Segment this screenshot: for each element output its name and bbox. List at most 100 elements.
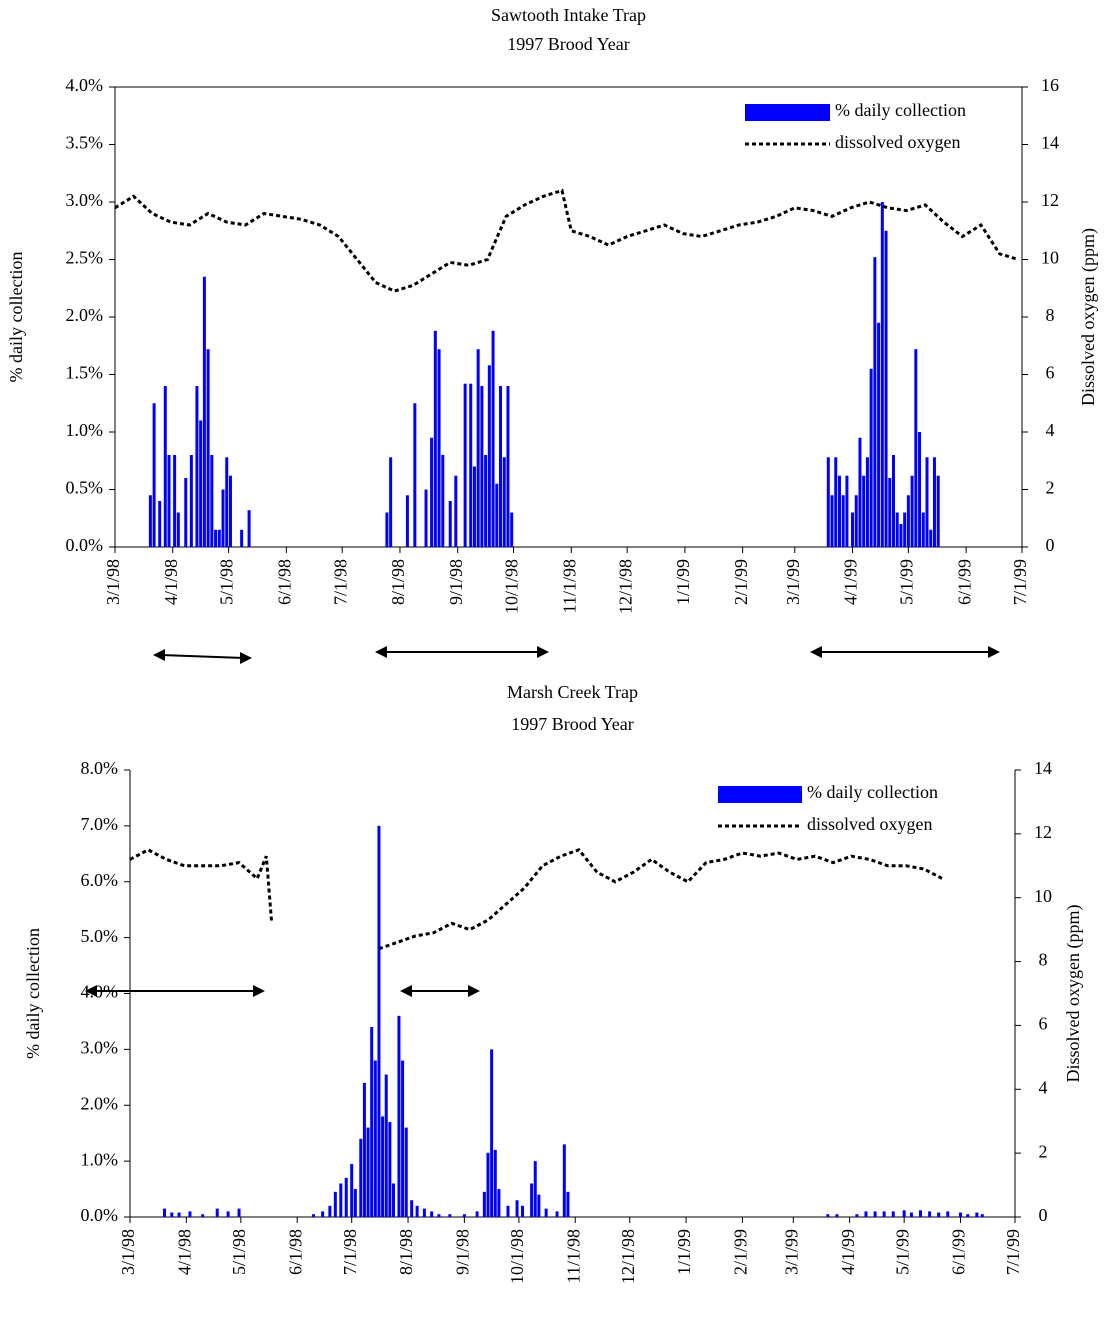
bar [482, 1191, 486, 1217]
bar [228, 475, 232, 547]
x-tick-label: 12/1/98 [615, 559, 635, 614]
bar [384, 1074, 388, 1217]
bar [184, 478, 188, 547]
x-tick-label: 3/1/99 [783, 559, 803, 605]
bar [214, 529, 218, 547]
bar [544, 1208, 548, 1217]
bar [835, 1214, 839, 1217]
x-tick-label: 8/1/98 [388, 559, 408, 605]
y-tick-label: 1.0% [66, 420, 104, 440]
bar [834, 457, 838, 547]
bar [851, 512, 855, 547]
y-tick-label: 5.0% [81, 926, 119, 946]
y2-tick-label: 10 [1041, 248, 1059, 268]
x-tick-label: 10/1/98 [507, 1229, 527, 1284]
bar [537, 1194, 541, 1217]
y-tick-label: 1.0% [81, 1149, 119, 1169]
bar [321, 1211, 325, 1217]
bar [914, 349, 918, 547]
bar [493, 1149, 497, 1217]
bar [167, 455, 171, 547]
bar [837, 475, 841, 547]
y-tick-label: 3.5% [66, 133, 104, 153]
bar [869, 368, 873, 547]
bar [385, 512, 389, 547]
bar [158, 501, 162, 547]
bar [225, 457, 229, 547]
x-tick-label: 5/1/99 [897, 559, 917, 605]
bar [189, 455, 193, 547]
bar [910, 475, 914, 547]
bar [906, 495, 910, 547]
bar [415, 1205, 419, 1217]
bar [909, 1212, 913, 1217]
x-tick-label: 11/1/98 [559, 559, 579, 613]
bar [237, 1208, 241, 1217]
bar [865, 457, 869, 547]
legend-label: % daily collection [807, 782, 938, 802]
bar [389, 457, 393, 547]
bar [404, 1127, 408, 1217]
arrow-head [988, 646, 1000, 658]
x-tick-label: 8/1/98 [396, 1229, 416, 1275]
y2-axis-label: Dissolved oxygen (ppm) [1078, 228, 1099, 406]
bar [199, 420, 203, 547]
bar [247, 510, 251, 547]
y2-tick-label: 8 [1039, 950, 1048, 970]
chart-title: Marsh Creek Trap [507, 682, 638, 702]
bar [176, 512, 180, 547]
bar [936, 475, 940, 547]
bar [830, 495, 834, 547]
line [129, 848, 943, 951]
x-tick-label: 9/1/98 [446, 559, 466, 605]
line [114, 188, 1019, 293]
bar [562, 1144, 566, 1217]
y2-tick-label: 12 [1041, 190, 1059, 210]
y2-tick-label: 14 [1034, 758, 1052, 778]
bar [475, 1211, 479, 1217]
y2-tick-label: 2 [1046, 478, 1055, 498]
bar [163, 1208, 167, 1217]
bar [884, 230, 888, 547]
bar [373, 1060, 377, 1217]
bar [899, 524, 903, 547]
x-tick-label: 7/1/99 [1010, 559, 1030, 605]
bar [397, 1015, 401, 1217]
bar [448, 1214, 452, 1217]
bar [903, 512, 907, 547]
y2-tick-label: 4 [1039, 1077, 1048, 1097]
bar [533, 1161, 537, 1217]
bar [499, 386, 503, 547]
x-tick-label: 5/1/99 [892, 1229, 912, 1275]
bar [353, 1189, 357, 1217]
bar [215, 1208, 219, 1217]
bar [506, 386, 510, 547]
bar [873, 1211, 877, 1217]
bar [195, 386, 199, 547]
bar [388, 1122, 392, 1217]
legend-label: dissolved oxygen [835, 132, 961, 152]
bar [919, 1210, 923, 1217]
bar [362, 1082, 366, 1217]
x-tick-label: 4/1/99 [841, 559, 861, 605]
bar [201, 1214, 205, 1217]
bar [240, 529, 244, 547]
bar [487, 365, 491, 547]
bar [882, 1211, 886, 1217]
y2-tick-label: 16 [1041, 75, 1059, 95]
bar [980, 1214, 984, 1217]
bar [437, 349, 441, 547]
bar [381, 1116, 385, 1217]
bar [430, 437, 434, 547]
y2-tick-label: 14 [1041, 133, 1059, 153]
arrow-head [400, 985, 412, 997]
bar [510, 512, 514, 547]
y2-tick-label: 2 [1039, 1141, 1048, 1161]
x-tick-label: 3/1/99 [781, 1229, 801, 1275]
bar [888, 478, 892, 547]
bar [441, 455, 445, 547]
chart-title: Sawtooth Intake Trap [491, 5, 646, 25]
y2-tick-label: 8 [1046, 305, 1055, 325]
bar [366, 1127, 370, 1217]
x-tick-label: 4/1/99 [838, 1229, 858, 1275]
